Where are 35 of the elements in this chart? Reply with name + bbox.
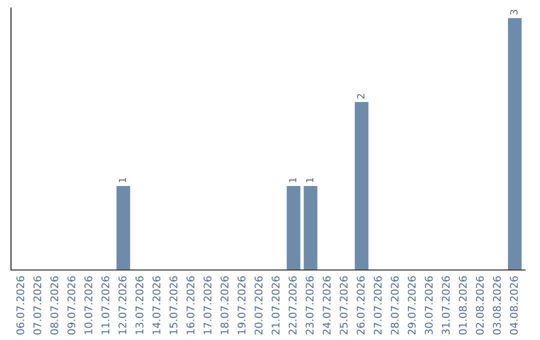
x-tick-label: 29.07.2026 xyxy=(408,276,416,334)
x-tick-label: 11.07.2026 xyxy=(101,276,110,334)
x-tick-label: 04.08.2026 xyxy=(510,276,518,335)
x-tick-label: 19.07.2026 xyxy=(238,276,246,334)
x-tick-label: 01.08.2026 xyxy=(458,276,467,335)
data-label: 2 xyxy=(357,94,364,99)
x-tick-label: 03.08.2026 xyxy=(492,276,501,335)
x-tick-label: 26.07.2026 xyxy=(356,276,365,334)
x-tick-label: 07.07.2026 xyxy=(33,276,42,335)
data-label: 3 xyxy=(510,10,518,15)
x-tick-label: 09.07.2026 xyxy=(67,276,76,335)
x-tick-label: 18.07.2026 xyxy=(220,276,228,334)
x-tick-label: 13.07.2026 xyxy=(135,276,144,334)
x-tick-label: 12.07.2026 xyxy=(118,276,126,334)
x-tick-label: 17.07.2026 xyxy=(204,276,212,334)
x-tick-label: 02.08.2026 xyxy=(476,276,484,335)
x-tick-label: 27.07.2026 xyxy=(374,276,382,334)
x-tick-label: 21.07.2026 xyxy=(272,276,280,334)
x-tick-label: 16.07.2026 xyxy=(186,276,194,334)
x-tick-label: 10.07.2026 xyxy=(84,276,92,334)
data-label: 1 xyxy=(118,178,126,182)
x-tick-label: 25.07.2026 xyxy=(340,276,348,334)
x-tick-label: 28.07.2026 xyxy=(390,276,399,334)
x-tick-label: 31.07.2026 xyxy=(442,276,450,334)
x-tick-label: 20.07.2026 xyxy=(254,276,263,334)
x-tick-label: 08.07.2026 xyxy=(50,276,58,335)
x-tick-label: 15.07.2026 xyxy=(170,276,178,334)
data-label: 1 xyxy=(289,178,296,182)
x-tick-label: 24.07.2026 xyxy=(322,276,331,334)
x-tick-label: 14.07.2026 xyxy=(152,276,160,334)
data-label: 1 xyxy=(306,178,314,182)
x-tick-label: 23.07.2026 xyxy=(306,276,314,334)
x-tick-label: 22.07.2026 xyxy=(288,276,297,334)
x-tick-label: 06.07.2026 xyxy=(16,276,24,335)
x-tick-label: 30.07.2026 xyxy=(424,276,433,334)
